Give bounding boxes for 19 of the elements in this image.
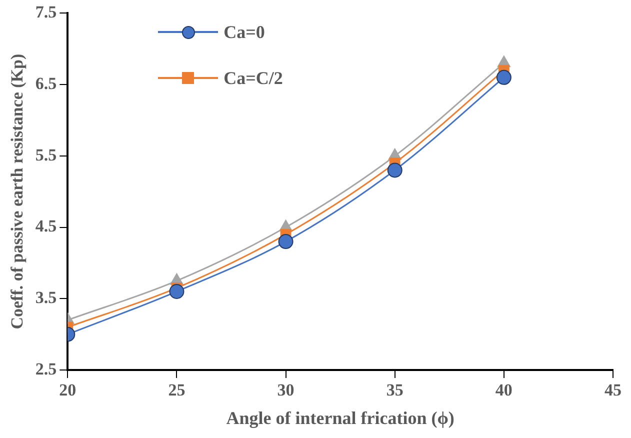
point	[278, 234, 294, 250]
x-tick-label: 30	[277, 380, 294, 400]
x-tick-label: 35	[386, 380, 404, 400]
y-tick-label: 6.5	[35, 74, 57, 93]
x-tick-label: 20	[59, 380, 76, 400]
x-axis-title: Angle of internal frication (ϕ)	[226, 408, 454, 428]
y-tick-label: 4.5	[35, 216, 57, 236]
legend-label: Ca=0	[224, 21, 266, 44]
point	[496, 70, 512, 85]
point	[387, 162, 402, 178]
x-tick-label: 45	[604, 380, 622, 400]
y-axis-title: Coeff. of passive earth resistance (Kp)	[8, 54, 27, 330]
y-tick-label: 5.5	[35, 145, 57, 164]
legend-label: Ca=C/2	[224, 67, 284, 90]
y-tick-label: 7.5	[35, 2, 57, 22]
x-tick-label: 25	[168, 380, 186, 400]
y-tick-label: 2.5	[35, 359, 57, 378]
y-tick-label: 3.5	[35, 288, 57, 308]
x-tick-label: 40	[495, 380, 512, 400]
